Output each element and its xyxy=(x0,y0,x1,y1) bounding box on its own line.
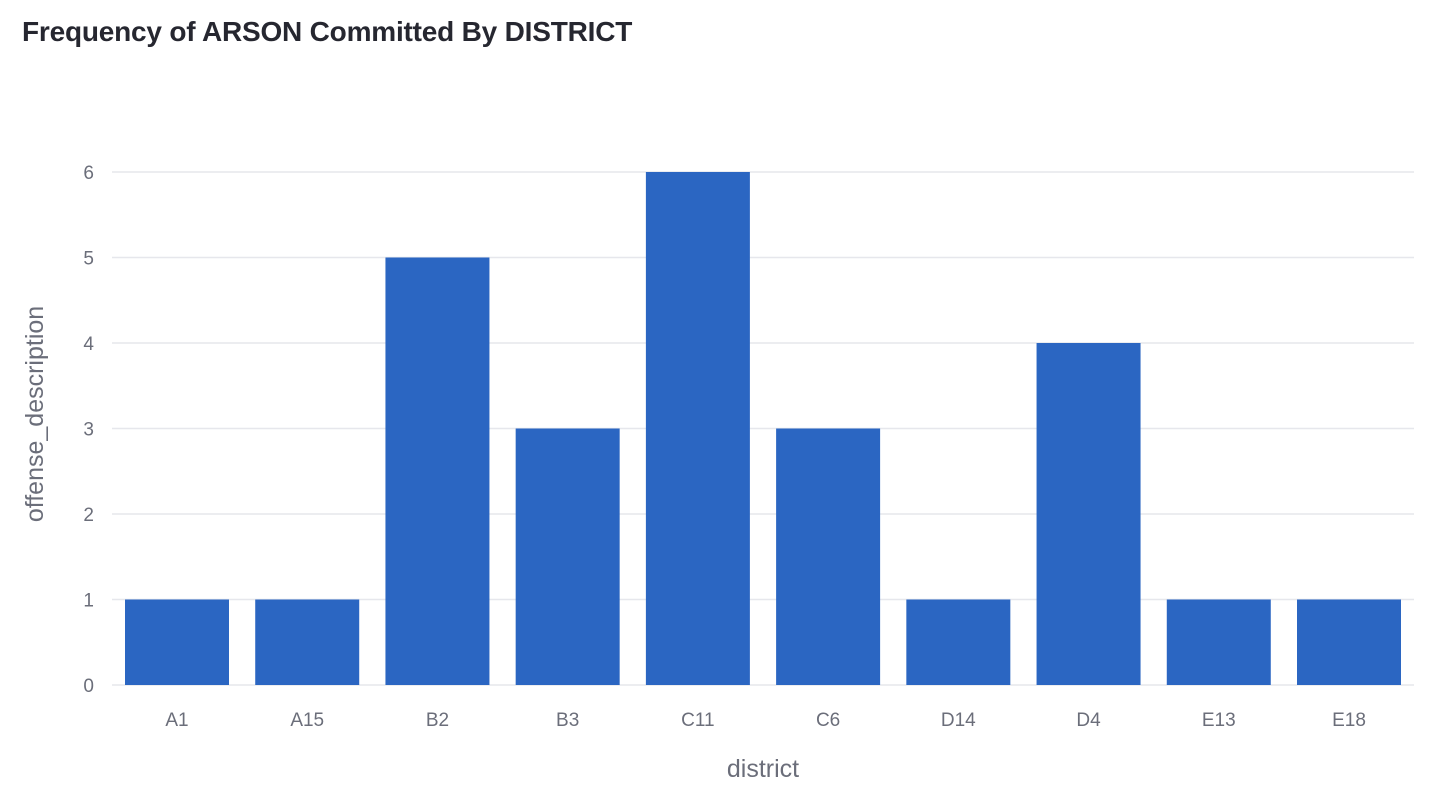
chart-title: Frequency of ARSON Committed By DISTRICT xyxy=(22,16,633,47)
y-tick-label: 0 xyxy=(83,676,94,697)
y-tick-label: 6 xyxy=(83,163,94,184)
y-tick-label: 2 xyxy=(83,505,94,526)
y-tick-label: 5 xyxy=(83,249,94,270)
x-tick-label: D14 xyxy=(941,710,976,731)
y-axis-title: offense_description xyxy=(21,306,49,522)
x-tick-label: C11 xyxy=(681,710,714,731)
bars xyxy=(125,172,1401,685)
x-tick-label: C6 xyxy=(816,710,840,731)
bar-c11[interactable] xyxy=(645,172,750,685)
x-tick-label: B3 xyxy=(556,710,579,731)
bar-d14[interactable] xyxy=(906,599,1011,686)
x-axis-ticks: A1 A15 B2 B3 C11 C6 D14 D4 E13 E18 xyxy=(165,710,1366,731)
bar-b3[interactable] xyxy=(515,428,620,686)
bar-d4[interactable] xyxy=(1036,343,1141,685)
x-tick-label: B2 xyxy=(426,710,449,731)
bar-c6[interactable] xyxy=(776,428,881,686)
y-tick-label: 1 xyxy=(83,591,94,612)
bar-b2[interactable] xyxy=(385,257,490,686)
x-tick-label: E18 xyxy=(1332,710,1366,731)
y-tick-label: 4 xyxy=(83,334,94,355)
x-tick-label: A1 xyxy=(165,710,188,731)
x-tick-label: E13 xyxy=(1202,710,1236,731)
bar-e13[interactable] xyxy=(1166,599,1271,686)
bar-a15[interactable] xyxy=(255,599,360,686)
x-tick-label: A15 xyxy=(290,710,324,731)
bar-a1[interactable] xyxy=(125,599,229,686)
y-axis-ticks: 0 1 2 3 4 5 6 xyxy=(83,163,94,697)
y-tick-label: 3 xyxy=(83,420,94,441)
bar-e18[interactable] xyxy=(1297,599,1401,686)
x-tick-label: D4 xyxy=(1076,710,1101,731)
x-axis-title: district xyxy=(727,755,799,783)
